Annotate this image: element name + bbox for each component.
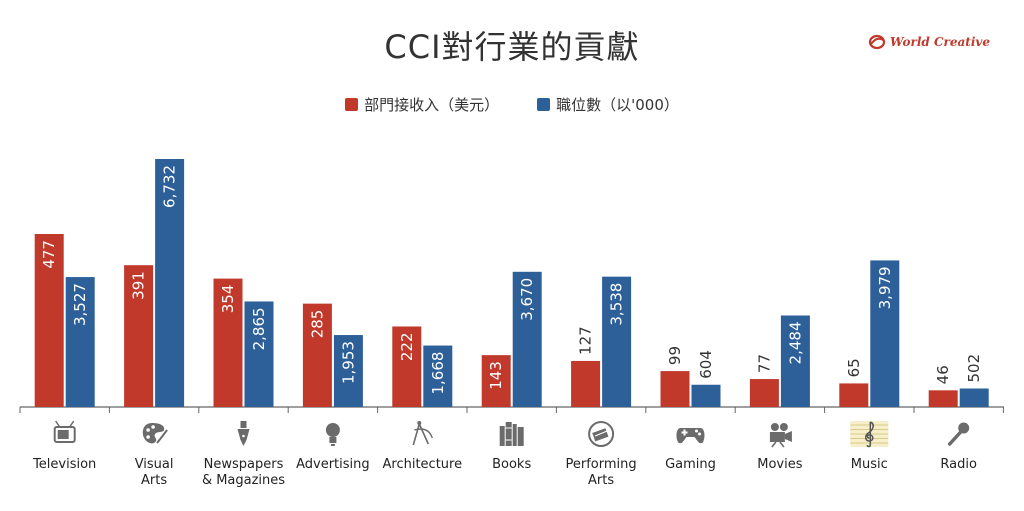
data-label: 6,732 <box>161 165 179 208</box>
legend-swatch-jobs <box>537 98 551 111</box>
legend-swatch-revenue <box>345 98 359 111</box>
legend-item-revenue[interactable]: 部門接收入（美元） <box>345 94 499 115</box>
bar-jobs[interactable] <box>65 277 95 407</box>
world-creative-logo-icon <box>868 34 886 50</box>
data-label: 77 <box>755 354 773 373</box>
data-label: 285 <box>308 310 326 339</box>
data-label: 3,538 <box>608 283 626 326</box>
chart-legend: 部門接收入（美元） 職位數（以'000） <box>0 94 1024 115</box>
data-label: 65 <box>845 358 863 377</box>
bar-jobs[interactable] <box>333 335 363 407</box>
chart-title: CCI對行業的貢獻 <box>384 28 640 66</box>
bar-jobs[interactable] <box>870 260 900 407</box>
bar-revenue[interactable] <box>392 326 422 407</box>
lightbulb-icon <box>325 423 340 446</box>
category-label: Architecture <box>382 457 463 472</box>
category-label: Radio <box>940 457 977 472</box>
data-label: 1,953 <box>339 341 357 384</box>
bar-revenue[interactable] <box>302 303 332 407</box>
data-label: 477 <box>40 240 58 269</box>
data-label: 502 <box>965 354 983 383</box>
bar-jobs[interactable] <box>691 384 721 407</box>
pen-nib-icon <box>237 421 250 446</box>
music-staff-icon <box>850 421 889 448</box>
bar-jobs[interactable] <box>244 301 274 407</box>
category-label: Performing Arts <box>565 457 637 488</box>
bar-revenue[interactable] <box>34 234 64 407</box>
data-label: 46 <box>934 365 952 384</box>
category-label: Visual Arts <box>134 457 174 488</box>
category-label: Movies <box>757 457 803 472</box>
data-label: 2,484 <box>786 321 804 364</box>
category-label: Books <box>492 457 532 472</box>
bar-revenue[interactable] <box>749 379 779 407</box>
data-label: 3,979 <box>876 266 894 309</box>
category-label: Television <box>33 457 97 472</box>
bar-jobs[interactable] <box>602 276 632 407</box>
bar-jobs[interactable] <box>155 159 185 407</box>
data-label: 143 <box>487 361 505 390</box>
legend-label-revenue: 部門接收入（美元） <box>364 96 500 114</box>
books-icon <box>499 422 524 446</box>
bar-jobs[interactable] <box>423 345 453 407</box>
bar-revenue[interactable] <box>839 383 869 407</box>
category-label: Advertising <box>296 457 370 472</box>
bar-jobs[interactable] <box>780 315 810 407</box>
bar-revenue[interactable] <box>928 390 958 407</box>
data-label: 222 <box>398 332 416 361</box>
data-label: 3,670 <box>518 278 536 321</box>
data-label: 391 <box>130 271 148 300</box>
data-label: 127 <box>577 326 595 355</box>
gamepad-icon <box>676 428 705 444</box>
data-label: 3,527 <box>71 283 89 326</box>
bar-revenue[interactable] <box>571 360 601 407</box>
category-label: Newspapers & Magazines <box>201 457 286 488</box>
legend-label-jobs: 職位數（以'000） <box>556 96 679 114</box>
data-label: 354 <box>219 285 237 314</box>
compass-icon <box>412 421 433 446</box>
bar-revenue[interactable] <box>481 355 511 407</box>
tv-icon <box>53 420 76 443</box>
film-camera-icon <box>769 423 792 448</box>
bar-jobs[interactable] <box>512 271 542 407</box>
data-label: 604 <box>697 350 715 379</box>
data-label: 1,668 <box>429 352 447 395</box>
bar-jobs[interactable] <box>959 388 989 407</box>
data-label: 2,865 <box>250 307 268 350</box>
theater-masks-icon <box>588 421 615 447</box>
category-label: Gaming <box>665 457 716 472</box>
bar-revenue[interactable] <box>213 278 243 407</box>
data-label: 99 <box>666 346 684 365</box>
palette-icon <box>142 423 168 444</box>
microphone-icon <box>947 422 970 446</box>
bar-revenue[interactable] <box>124 265 154 407</box>
legend-item-jobs[interactable]: 職位數（以'000） <box>537 94 679 115</box>
bar-revenue[interactable] <box>660 371 690 407</box>
brand-name: World Creative <box>890 35 990 49</box>
brand-logo: World Creative <box>868 34 990 50</box>
category-label: Music <box>850 457 888 472</box>
